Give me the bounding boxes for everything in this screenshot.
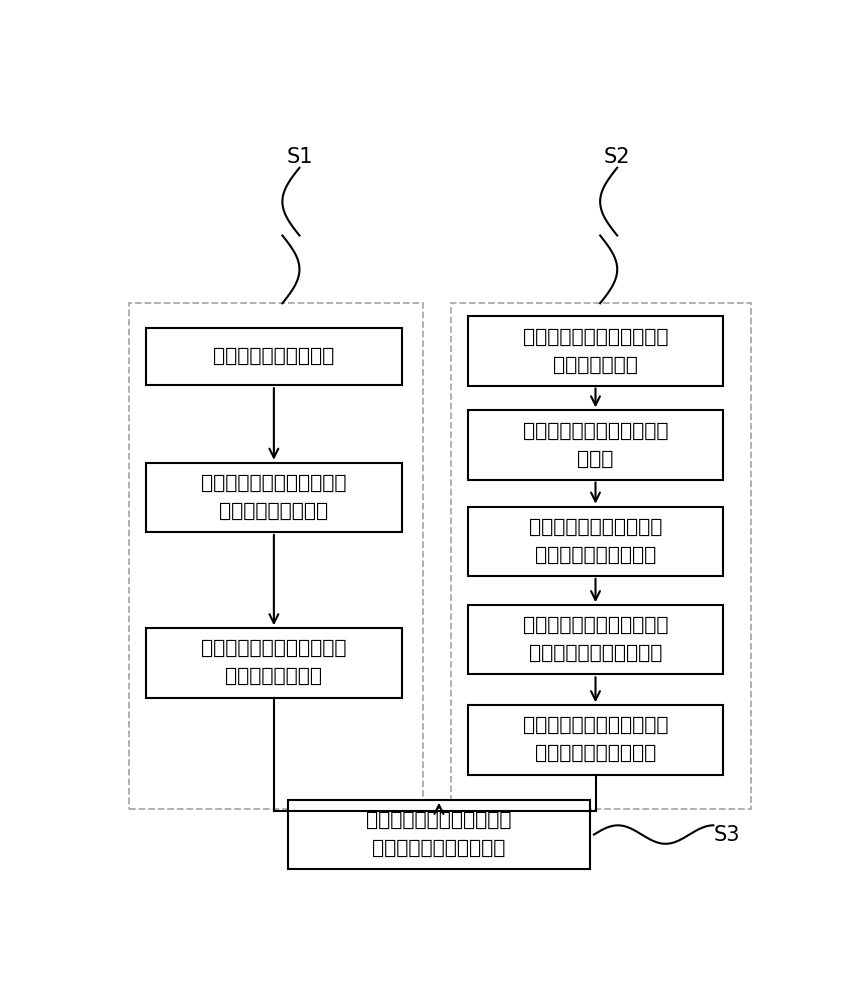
Bar xyxy=(287,800,590,869)
Text: 获取变压器状态参数分量的
历史値: 获取变压器状态参数分量的 历史値 xyxy=(523,421,668,468)
Text: 获取变压器的故障分量: 获取变压器的故障分量 xyxy=(214,347,335,366)
Bar xyxy=(468,316,723,386)
Bar xyxy=(468,507,723,576)
Text: S3: S3 xyxy=(714,825,740,845)
Text: S1: S1 xyxy=(287,147,312,167)
Text: 计算当前値与历史値的差
値，确定差値的评分値: 计算当前値与历史値的差 値，确定差値的评分値 xyxy=(529,518,662,565)
Bar xyxy=(146,328,402,385)
Text: 对状态参数分量的评分値加
权求和计算状态评分値: 对状态参数分量的评分値加 权求和计算状态评分値 xyxy=(523,716,668,763)
Bar xyxy=(146,463,402,532)
Bar xyxy=(468,605,723,674)
Bar xyxy=(468,410,723,480)
Text: 对故障评分値和状态评分値
加权求和计算综合评分値: 对故障评分値和状态评分値 加权求和计算综合评分値 xyxy=(366,811,511,858)
Text: 通过测试获取变压器状态参
数分量的当前値: 通过测试获取变压器状态参 数分量的当前値 xyxy=(523,328,668,374)
Bar xyxy=(146,628,402,698)
Bar xyxy=(450,303,751,809)
Text: S2: S2 xyxy=(604,147,631,167)
Bar xyxy=(468,705,723,774)
Text: 对故障分量的评分値加权求
和计算故障评分値: 对故障分量的评分値加权求 和计算故障评分値 xyxy=(201,639,347,686)
Bar xyxy=(129,303,424,809)
Text: 对差値的评分値加权求和计
算状态参数分量的评分値: 对差値的评分値加权求和计 算状态参数分量的评分値 xyxy=(523,616,668,663)
Text: 根据预设的故障评分标准计
算故障分量的评分値: 根据预设的故障评分标准计 算故障分量的评分値 xyxy=(201,474,347,521)
